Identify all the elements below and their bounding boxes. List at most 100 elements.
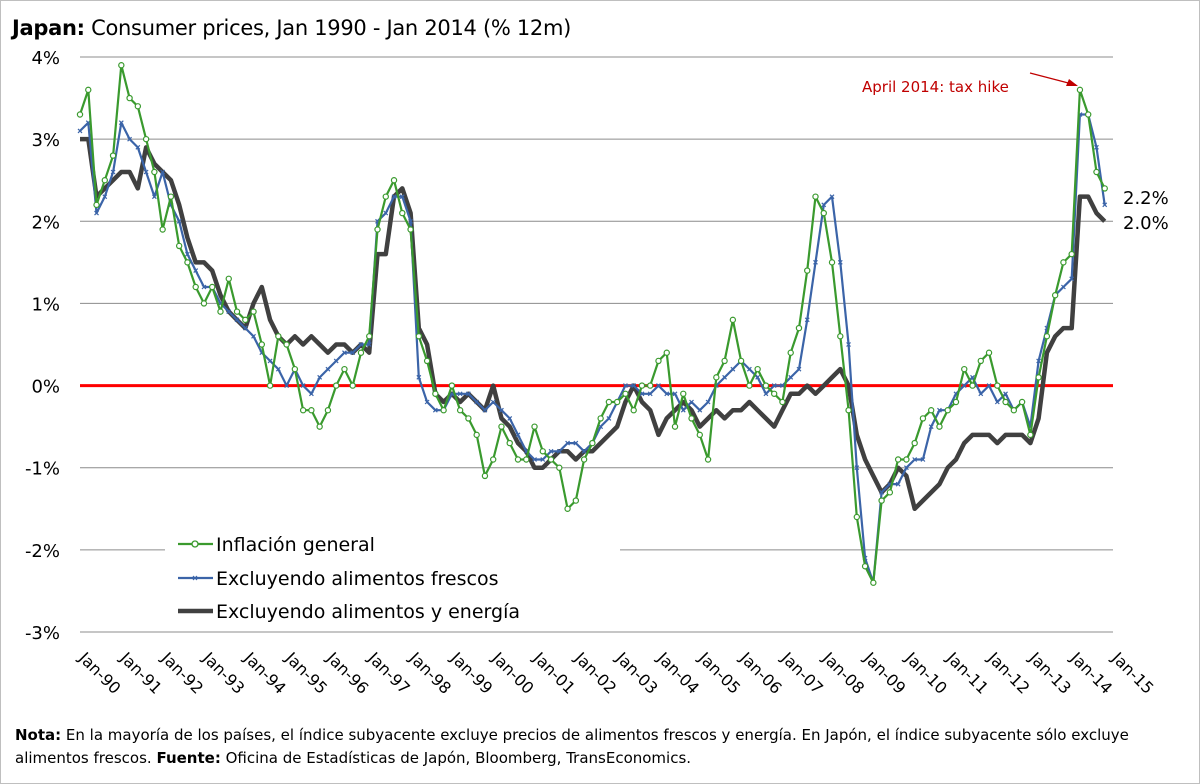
data-point (275, 333, 282, 340)
data-point (540, 457, 546, 462)
chart-title: Japan: Consumer prices, Jan 1990 - Jan 2… (12, 16, 571, 40)
data-point (565, 440, 571, 446)
data-point (499, 407, 504, 413)
data-point (795, 324, 803, 332)
data-point (713, 374, 720, 381)
data-point (721, 357, 728, 365)
x-tick-label: Jan-00 (488, 648, 538, 698)
y-tick-label: 2% (31, 212, 60, 233)
data-point (490, 399, 496, 405)
data-point (597, 415, 604, 422)
data-point (861, 563, 869, 570)
note-label-nota: Nota: (15, 726, 62, 744)
data-point (399, 194, 405, 200)
data-point (308, 391, 314, 397)
data-point (258, 341, 266, 348)
data-point (515, 432, 521, 438)
x-tick-label: Jan-14 (1066, 648, 1116, 698)
data-point (647, 382, 654, 389)
data-point (341, 365, 348, 373)
data-point (456, 407, 464, 414)
x-tick-label: Jan-91 (116, 648, 166, 698)
data-point (556, 448, 562, 454)
x-tick-label: Jan-96 (322, 648, 372, 698)
data-point (135, 144, 141, 150)
data-point (332, 382, 340, 389)
data-point (564, 505, 571, 512)
data-point (200, 300, 208, 307)
data-point (192, 283, 199, 291)
data-point (737, 357, 745, 365)
data-point (383, 210, 389, 216)
data-point (812, 193, 819, 200)
data-point (961, 383, 967, 388)
y-axis-ticks: -3% -2% -1% 0% 1% 2% 3% 4% (25, 48, 60, 644)
y-tick-label: 0% (31, 377, 60, 398)
data-point (788, 374, 794, 380)
data-point (242, 316, 249, 324)
data-point (159, 226, 166, 233)
data-point (225, 275, 232, 282)
data-point (267, 358, 273, 364)
data-point (1102, 202, 1108, 208)
data-point (680, 390, 687, 397)
data-point (754, 365, 761, 373)
data-point (1076, 86, 1084, 94)
data-point (101, 177, 108, 184)
data-point (291, 365, 299, 373)
data-point (1060, 259, 1067, 266)
data-point (250, 308, 257, 315)
data-point (671, 423, 679, 430)
x-tick-label: Jan-05 (694, 648, 744, 698)
data-point (655, 357, 662, 365)
data-point (622, 390, 629, 397)
data-point (969, 382, 976, 389)
data-point (465, 391, 471, 397)
data-point (531, 423, 538, 430)
data-point (696, 431, 704, 439)
data-point (284, 383, 290, 388)
data-point (201, 284, 207, 290)
data-point (746, 366, 752, 372)
data-point (903, 465, 909, 471)
data-point (804, 317, 810, 323)
data-point (110, 169, 116, 175)
data-point (408, 218, 413, 224)
y-tick-label: 1% (31, 294, 60, 315)
data-point (1036, 358, 1042, 364)
y-tick-label: -2% (25, 541, 60, 562)
data-point (580, 456, 588, 463)
data-point (1002, 398, 1009, 406)
x-tick-label: Jan-12 (984, 648, 1034, 698)
data-point (730, 366, 736, 372)
x-tick-label: Jan-11 (942, 648, 992, 698)
data-point (415, 333, 423, 340)
data-point (390, 177, 398, 184)
data-point (936, 423, 943, 430)
y-tick-label: 4% (31, 48, 60, 69)
data-point (704, 456, 712, 463)
data-point (76, 111, 84, 118)
legend-label: Excluyendo alimentos y energía (216, 601, 520, 623)
data-point (349, 382, 356, 389)
data-point (126, 94, 133, 102)
data-point (787, 349, 794, 356)
data-point (482, 407, 488, 413)
data-point (1093, 168, 1100, 176)
data-point (77, 128, 83, 134)
data-point (994, 399, 1000, 405)
data-point (937, 407, 942, 413)
data-point (193, 268, 199, 273)
data-point (266, 382, 274, 389)
data-point (1068, 250, 1075, 258)
data-point (474, 399, 480, 405)
data-point (556, 464, 563, 471)
data-point (573, 440, 579, 446)
data-point (813, 259, 818, 265)
data-point (688, 415, 695, 422)
data-point (746, 382, 753, 389)
end-label-series2: 2.0% (1123, 213, 1169, 234)
data-point (342, 350, 347, 356)
data-point (994, 382, 1001, 389)
data-point (879, 489, 885, 495)
